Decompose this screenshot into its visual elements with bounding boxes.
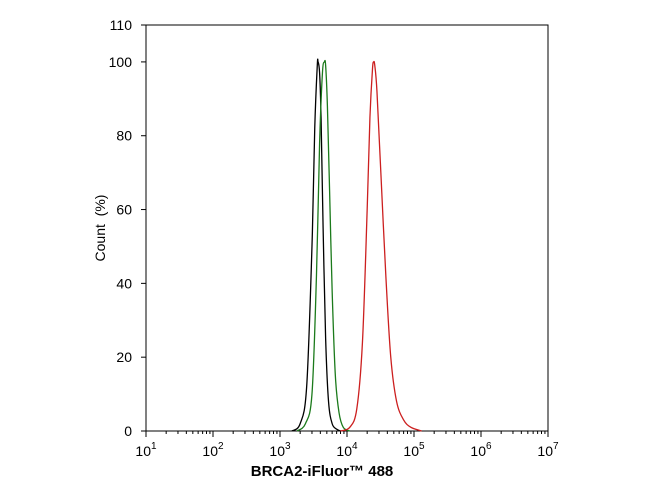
x-tick-exponent: 4 [352,441,358,452]
x-tick-label: 107 [537,441,559,459]
series-line-1 [291,58,341,432]
y-tick-label: 20 [116,349,132,365]
plot-frame [145,24,549,432]
y-axis-ticks: 0 20 40 60 80 100 110 [109,17,146,439]
x-tick-base: 10 [135,443,151,459]
x-axis-label: BRCA2-iFluor™ 488 [251,463,394,480]
x-tick-base: 10 [470,443,486,459]
x-tick-label: 106 [470,441,492,459]
y-tick-label: 40 [116,275,132,291]
x-tick-base: 10 [202,443,218,459]
x-axis-ticks: 101 102 103 104 105 106 107 [135,431,559,459]
y-tick-label: 0 [124,423,132,439]
x-tick-label: 103 [269,441,291,459]
x-tick-exponent: 7 [553,441,559,452]
y-tick-label: 60 [116,202,132,218]
x-tick-exponent: 5 [419,441,425,452]
x-tick-exponent: 1 [151,441,157,452]
y-tick-label: 110 [110,17,133,33]
x-tick-label: 101 [135,441,157,459]
x-tick-base: 10 [269,443,285,459]
x-tick-exponent: 2 [218,441,224,452]
x-tick-base: 10 [336,443,352,459]
x-tick-exponent: 6 [486,441,492,452]
x-tick-label: 104 [336,441,358,459]
series-layer [291,58,422,432]
series-line-3 [340,60,422,432]
y-axis-label: Count (%) [92,195,108,262]
x-tick-exponent: 3 [285,441,291,452]
x-tick-label: 102 [202,441,224,459]
series-line-2 [296,59,351,432]
y-tick-label: 100 [109,54,133,70]
x-tick-label: 105 [403,441,425,459]
x-tick-base: 10 [403,443,419,459]
y-tick-label: 80 [116,128,132,144]
x-tick-base: 10 [537,443,553,459]
